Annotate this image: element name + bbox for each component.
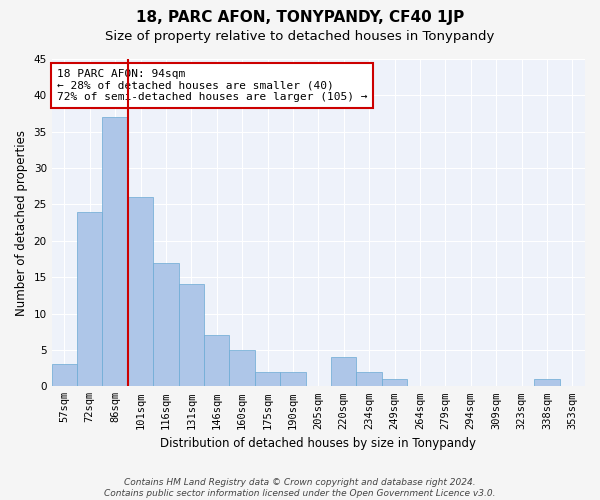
Bar — [382, 379, 407, 386]
Bar — [52, 364, 77, 386]
Bar — [356, 372, 382, 386]
Bar — [179, 284, 204, 386]
Bar — [331, 357, 356, 386]
Bar — [128, 197, 153, 386]
Bar — [77, 212, 103, 386]
Text: 18 PARC AFON: 94sqm
← 28% of detached houses are smaller (40)
72% of semi-detach: 18 PARC AFON: 94sqm ← 28% of detached ho… — [57, 69, 367, 102]
Bar — [204, 336, 229, 386]
Bar — [255, 372, 280, 386]
Bar — [534, 379, 560, 386]
Text: 18, PARC AFON, TONYPANDY, CF40 1JP: 18, PARC AFON, TONYPANDY, CF40 1JP — [136, 10, 464, 25]
Text: Size of property relative to detached houses in Tonypandy: Size of property relative to detached ho… — [106, 30, 494, 43]
Bar — [103, 117, 128, 386]
Bar — [229, 350, 255, 387]
Bar — [153, 262, 179, 386]
X-axis label: Distribution of detached houses by size in Tonypandy: Distribution of detached houses by size … — [160, 437, 476, 450]
Text: Contains HM Land Registry data © Crown copyright and database right 2024.
Contai: Contains HM Land Registry data © Crown c… — [104, 478, 496, 498]
Bar — [280, 372, 305, 386]
Y-axis label: Number of detached properties: Number of detached properties — [15, 130, 28, 316]
